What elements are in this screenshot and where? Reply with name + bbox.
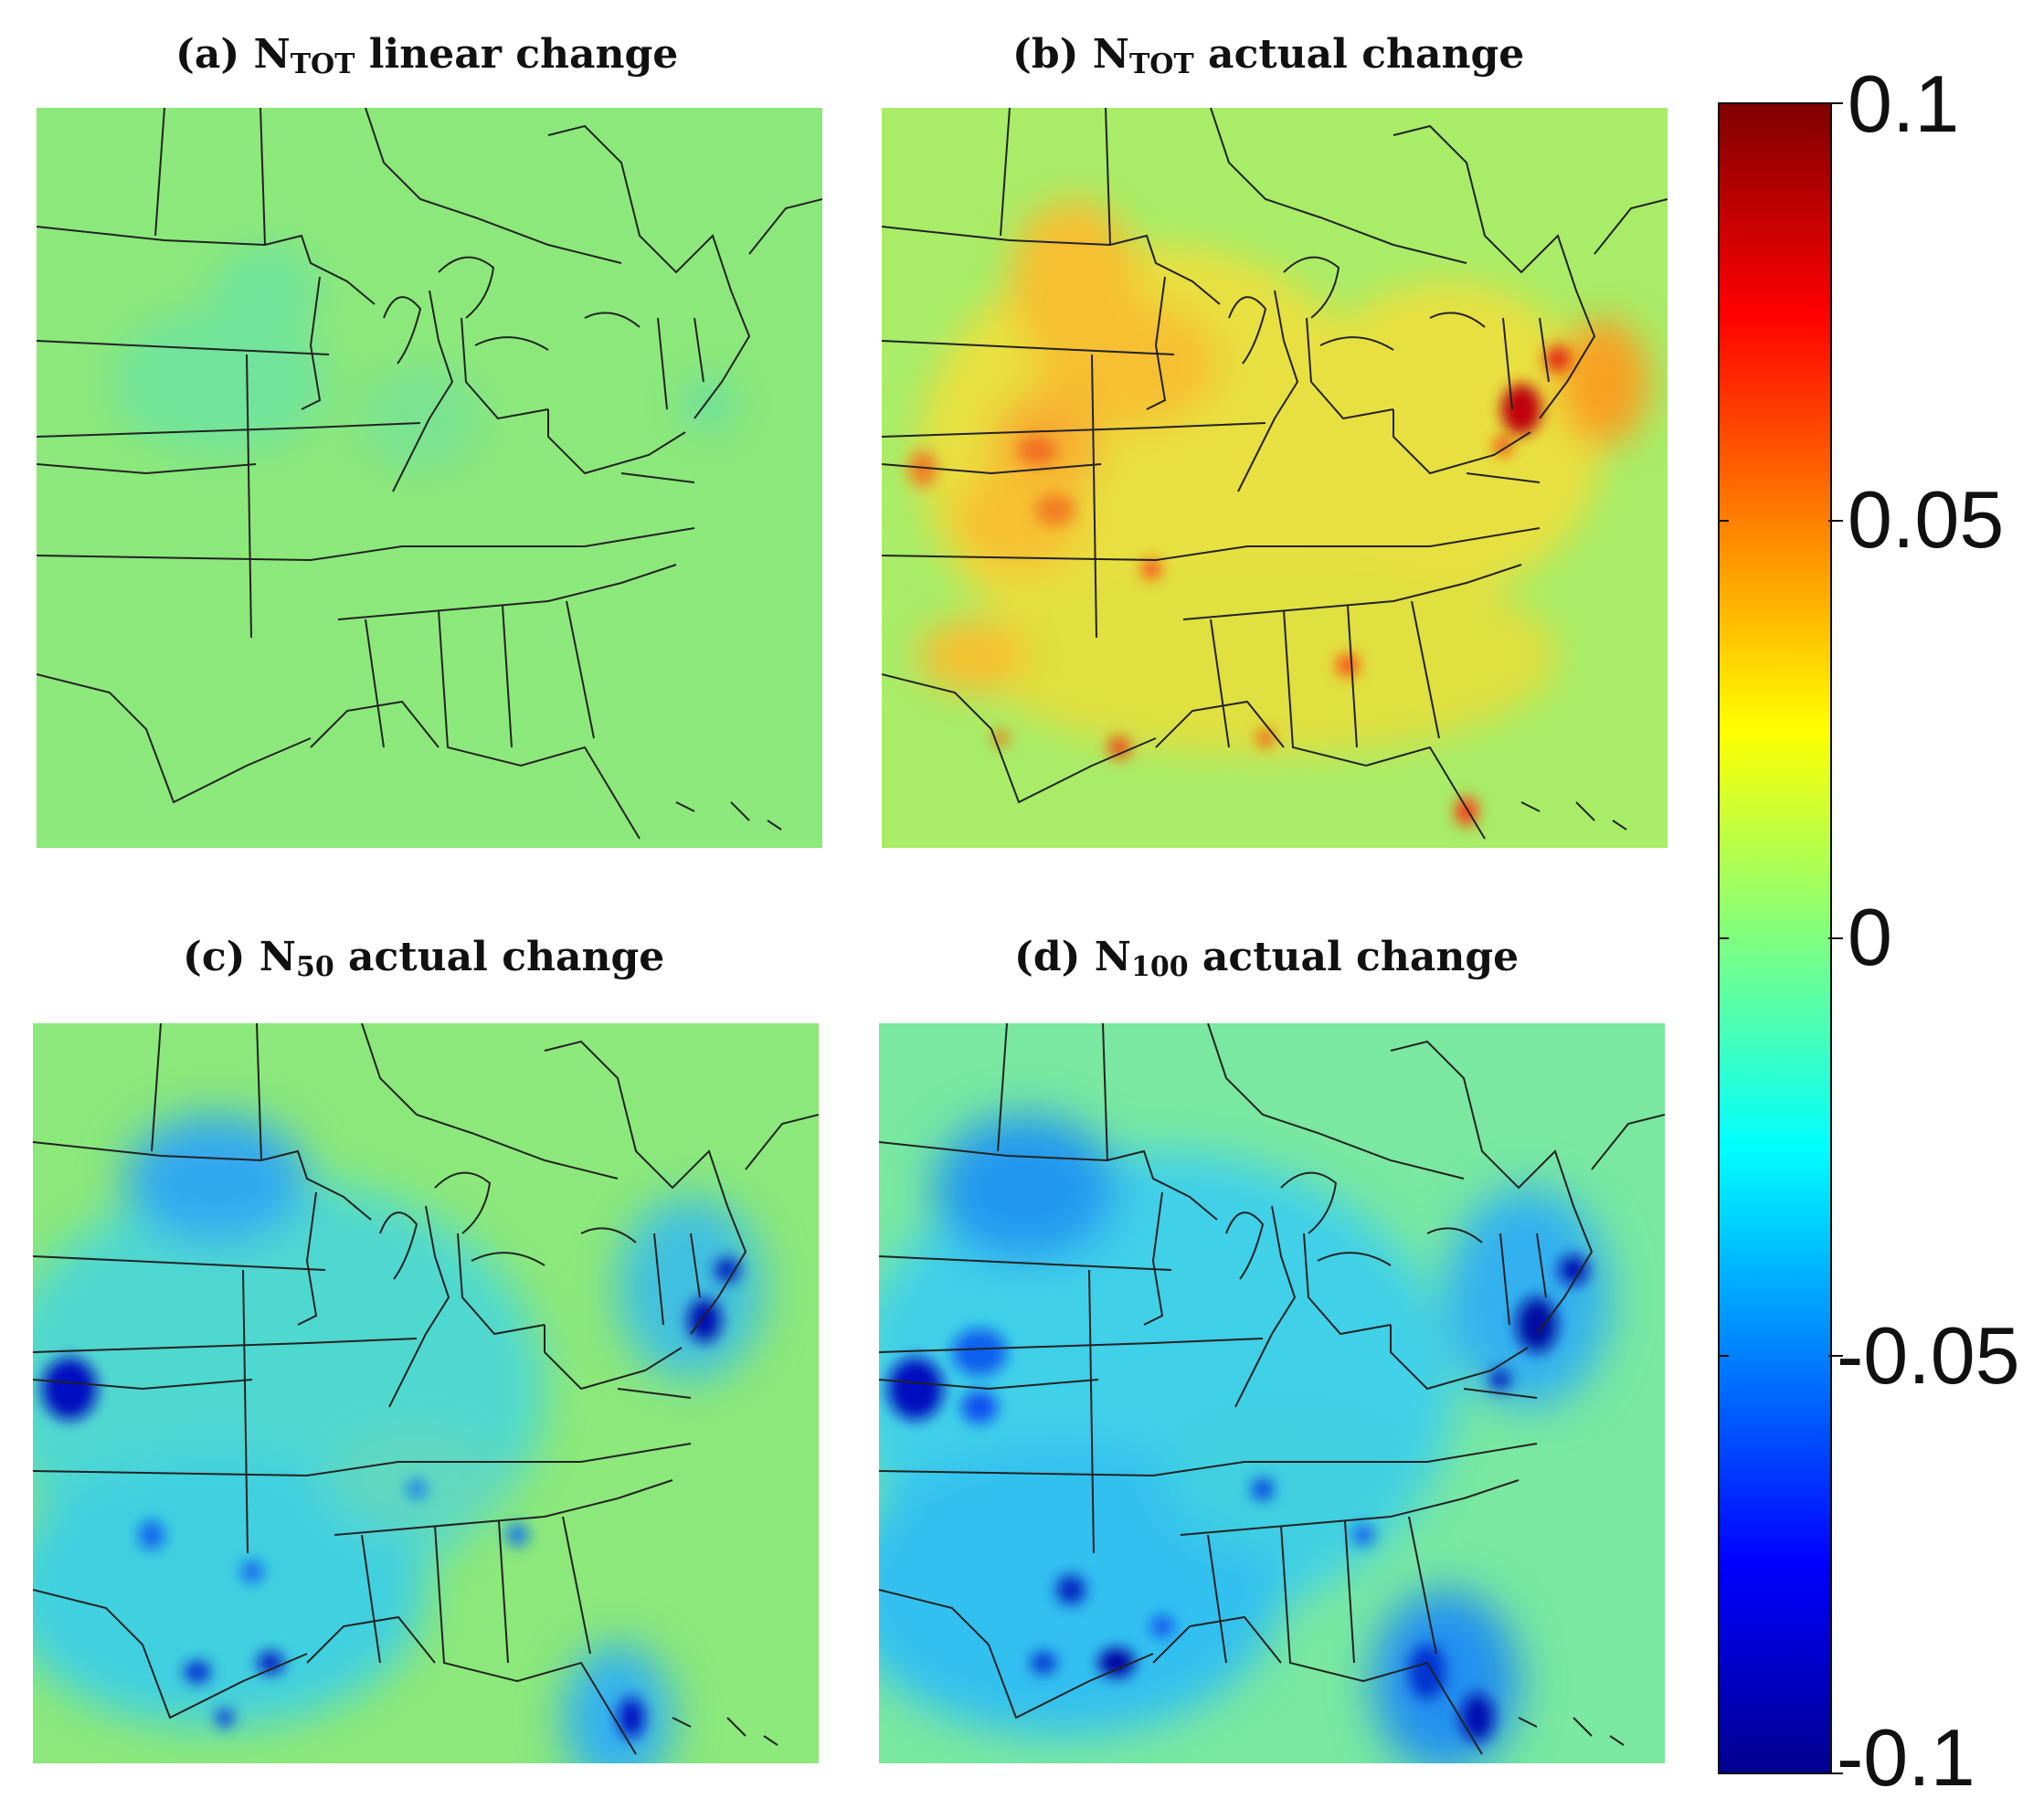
colorbar-tick	[1828, 1355, 1843, 1357]
colorbar	[1718, 102, 1832, 1774]
map-panel-a	[37, 108, 822, 848]
panel-c-title: (c) N50 actual change	[183, 934, 665, 983]
colorbar-label-zero: 0	[1848, 892, 1892, 982]
colorbar-tick	[1828, 102, 1843, 104]
map-b-svg	[882, 108, 1668, 848]
map-panel-b	[882, 108, 1668, 848]
colorbar-tick	[1718, 937, 1729, 939]
colorbar-label-0-05: 0.05	[1848, 474, 2005, 565]
colorbar-label-min: -0.1	[1837, 1712, 1975, 1803]
colorbar-tick	[1828, 520, 1843, 522]
colorbar-tick	[1718, 1355, 1729, 1357]
colorbar-tick	[1718, 520, 1729, 522]
panel-a-title: (a) NTOT linear change	[175, 31, 679, 80]
colorbar-label-neg-0-05: -0.05	[1837, 1310, 2020, 1401]
colorbar-label-max: 0.1	[1848, 58, 1960, 149]
panel-d-title: (d) N100 actual change	[1014, 934, 1520, 983]
map-a-svg	[37, 108, 822, 848]
map-panel-d	[879, 1023, 1665, 1763]
map-d-svg	[879, 1023, 1665, 1763]
map-c-svg	[33, 1023, 819, 1763]
colorbar-tick	[1828, 1772, 1843, 1774]
colorbar-tick	[1828, 937, 1843, 939]
panel-b-title: (b) NTOT actual change	[1012, 31, 1525, 80]
map-panel-c	[33, 1023, 819, 1763]
